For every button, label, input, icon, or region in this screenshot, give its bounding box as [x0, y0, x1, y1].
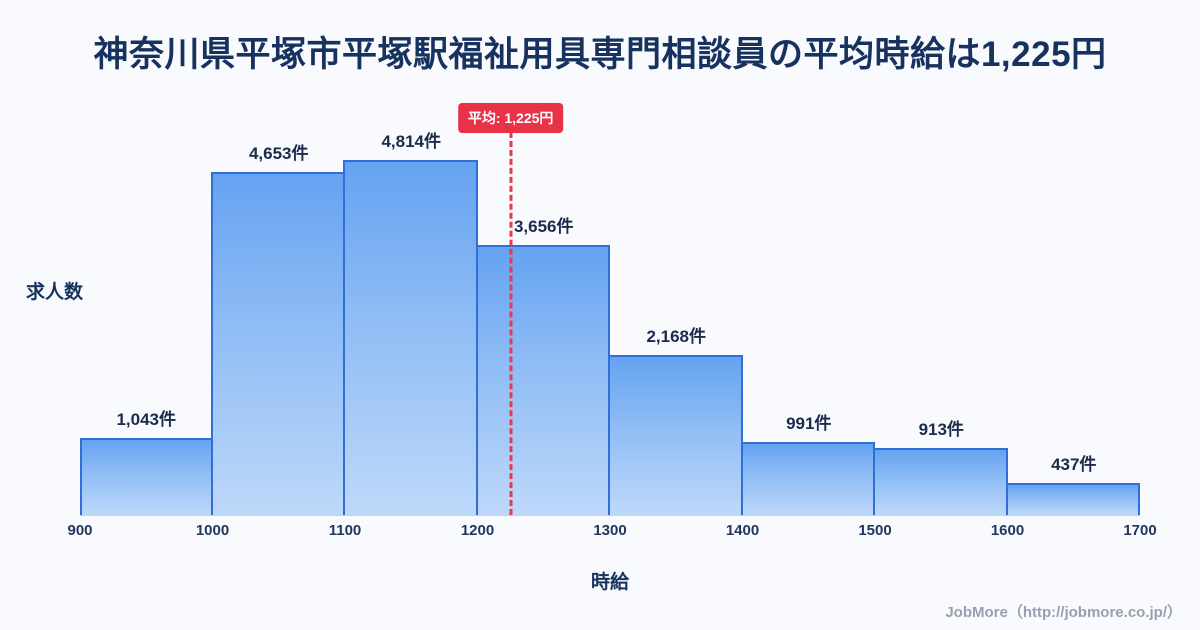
- chart-title: 神奈川県平塚市平塚駅福祉用具専門相談員の平均時給は1,225円: [93, 35, 1107, 74]
- footer-credit: JobMore（http://jobmore.co.jp/）: [945, 604, 1182, 621]
- bar-value-label: 3,656件: [513, 217, 574, 237]
- histogram-bar: [343, 160, 478, 515]
- x-tick-label: 900: [67, 522, 93, 539]
- bar-value-label: 913件: [918, 419, 964, 439]
- bar-value-label: 437件: [1051, 454, 1097, 474]
- mean-line: [509, 132, 513, 515]
- x-tick-label: 1300: [593, 522, 627, 539]
- histogram-bar: [1005, 482, 1140, 515]
- x-tick-label: 1600: [990, 522, 1025, 539]
- bar-value-label: 2,168件: [646, 327, 707, 347]
- x-tick-label: 1500: [858, 522, 892, 539]
- bar-value-label: 991件: [786, 413, 832, 433]
- bar-value-label: 4,814件: [381, 132, 442, 151]
- histogram-bar: [608, 355, 743, 515]
- histogram-bar: [475, 245, 610, 515]
- histogram-bar: [80, 438, 213, 515]
- bar-value-label: 1,043件: [116, 410, 177, 430]
- x-tick-label: 1100: [328, 522, 362, 539]
- plot-area: 1,043件 4,653件 4,814件 3,656件 2,168件 991件 913件 43…: [80, 130, 1140, 516]
- histogram-bar: [873, 447, 1008, 515]
- x-axis-ticks: 900 1000 1100 1200 1300 1400 1500 1600 1700: [67, 522, 1156, 544]
- histogram-bar: [740, 441, 875, 515]
- x-tick-label: 1200: [460, 522, 495, 539]
- x-axis-line: [80, 515, 1140, 516]
- x-tick-label: 1000: [195, 522, 230, 539]
- mean-badge: 平均: 1,225円: [457, 103, 564, 133]
- x-axis-label: 時給: [590, 572, 629, 593]
- histogram-bar: [210, 171, 345, 515]
- bar-value-label: 4,653件: [248, 143, 309, 163]
- x-tick-label: 1700: [1123, 522, 1157, 539]
- y-axis-label: 求人数: [26, 282, 84, 303]
- x-tick-label: 1400: [725, 522, 760, 539]
